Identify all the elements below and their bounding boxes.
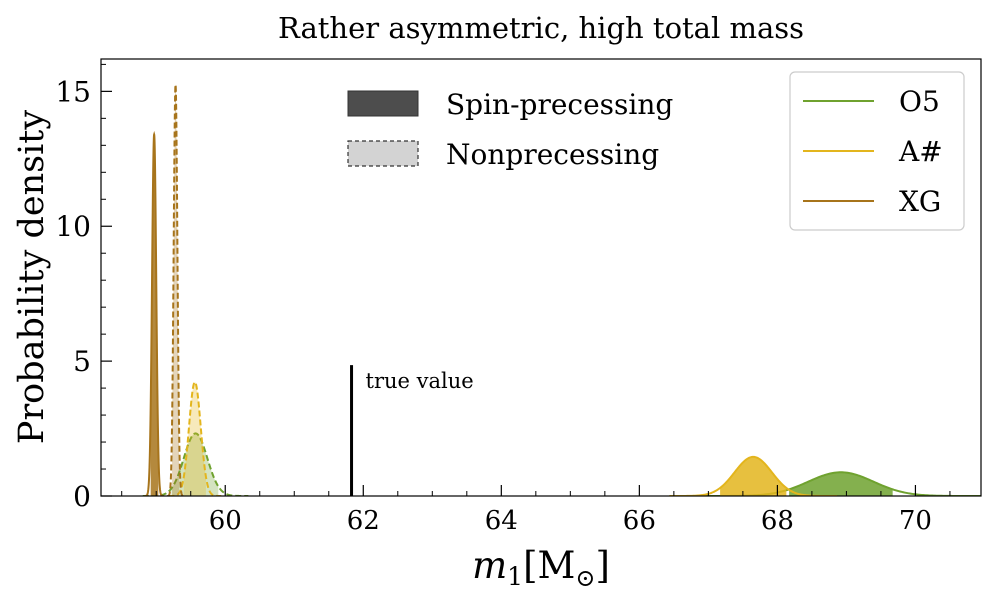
x-tick-label: 60 xyxy=(209,506,242,536)
legend-label-a-sharp: A# xyxy=(898,135,943,168)
y-axis-label: Probability density xyxy=(12,110,52,444)
curve-o5-nonprecessing xyxy=(142,432,249,496)
legend-swatch-nonprecessing xyxy=(347,140,419,167)
curve-xg-nonprecessing xyxy=(167,84,184,496)
x-tick-label: 66 xyxy=(623,506,656,536)
area-a-sharp-precessing xyxy=(720,456,787,496)
x-tick-label: 62 xyxy=(347,506,380,536)
legend-label-nonprecessing: Nonprecessing xyxy=(446,138,659,171)
x-axis: 60 62 64 66 68 70 xyxy=(121,485,951,536)
legend-swatch-spin-precessing xyxy=(347,90,419,117)
x-axis-label-sun: ⊙ xyxy=(575,564,595,592)
y-axis: 0 5 10 15 xyxy=(55,63,112,513)
true-value-label: true value xyxy=(366,369,474,393)
area-xg-nonprecessing xyxy=(172,84,179,496)
x-axis-label-var: m xyxy=(472,544,507,587)
true-value-annotation: true value xyxy=(350,365,474,496)
area-a-sharp-nonprecessing xyxy=(183,382,206,496)
x-tick-label: 70 xyxy=(899,506,932,536)
y-tick-label: 15 xyxy=(55,75,91,108)
x-tick-label: 68 xyxy=(761,506,794,536)
density-curves xyxy=(142,84,981,496)
legend-label-spin-precessing: Spin-precessing xyxy=(446,88,673,121)
detector-legend: O5 A# XG xyxy=(789,71,965,231)
chart-title: Rather asymmetric, high total mass xyxy=(278,11,804,45)
x-axis-label-sub: 1 xyxy=(507,562,523,591)
plot-frame xyxy=(100,58,982,497)
detector-legend-frame xyxy=(789,71,965,231)
legend-label-xg: XG xyxy=(899,185,941,218)
legend-label-o5: O5 xyxy=(899,85,940,118)
curve-a-sharp-nonprecessing xyxy=(168,381,222,496)
style-legend: Spin-precessing Nonprecessing xyxy=(347,88,673,171)
curve-xg-precessing xyxy=(144,130,164,496)
y-tick-label: 10 xyxy=(55,210,91,243)
area-o5-nonprecessing xyxy=(171,433,219,496)
x-axis-label: m1[M⊙] xyxy=(472,544,610,592)
y-tick-label: 0 xyxy=(73,480,91,513)
y-tick-label: 5 xyxy=(73,345,91,378)
x-axis-label-unit-close: ] xyxy=(596,544,610,587)
x-axis-label-unit-open: [M xyxy=(523,544,575,587)
x-tick-label: 64 xyxy=(485,506,518,536)
area-o5-precessing xyxy=(789,472,893,496)
